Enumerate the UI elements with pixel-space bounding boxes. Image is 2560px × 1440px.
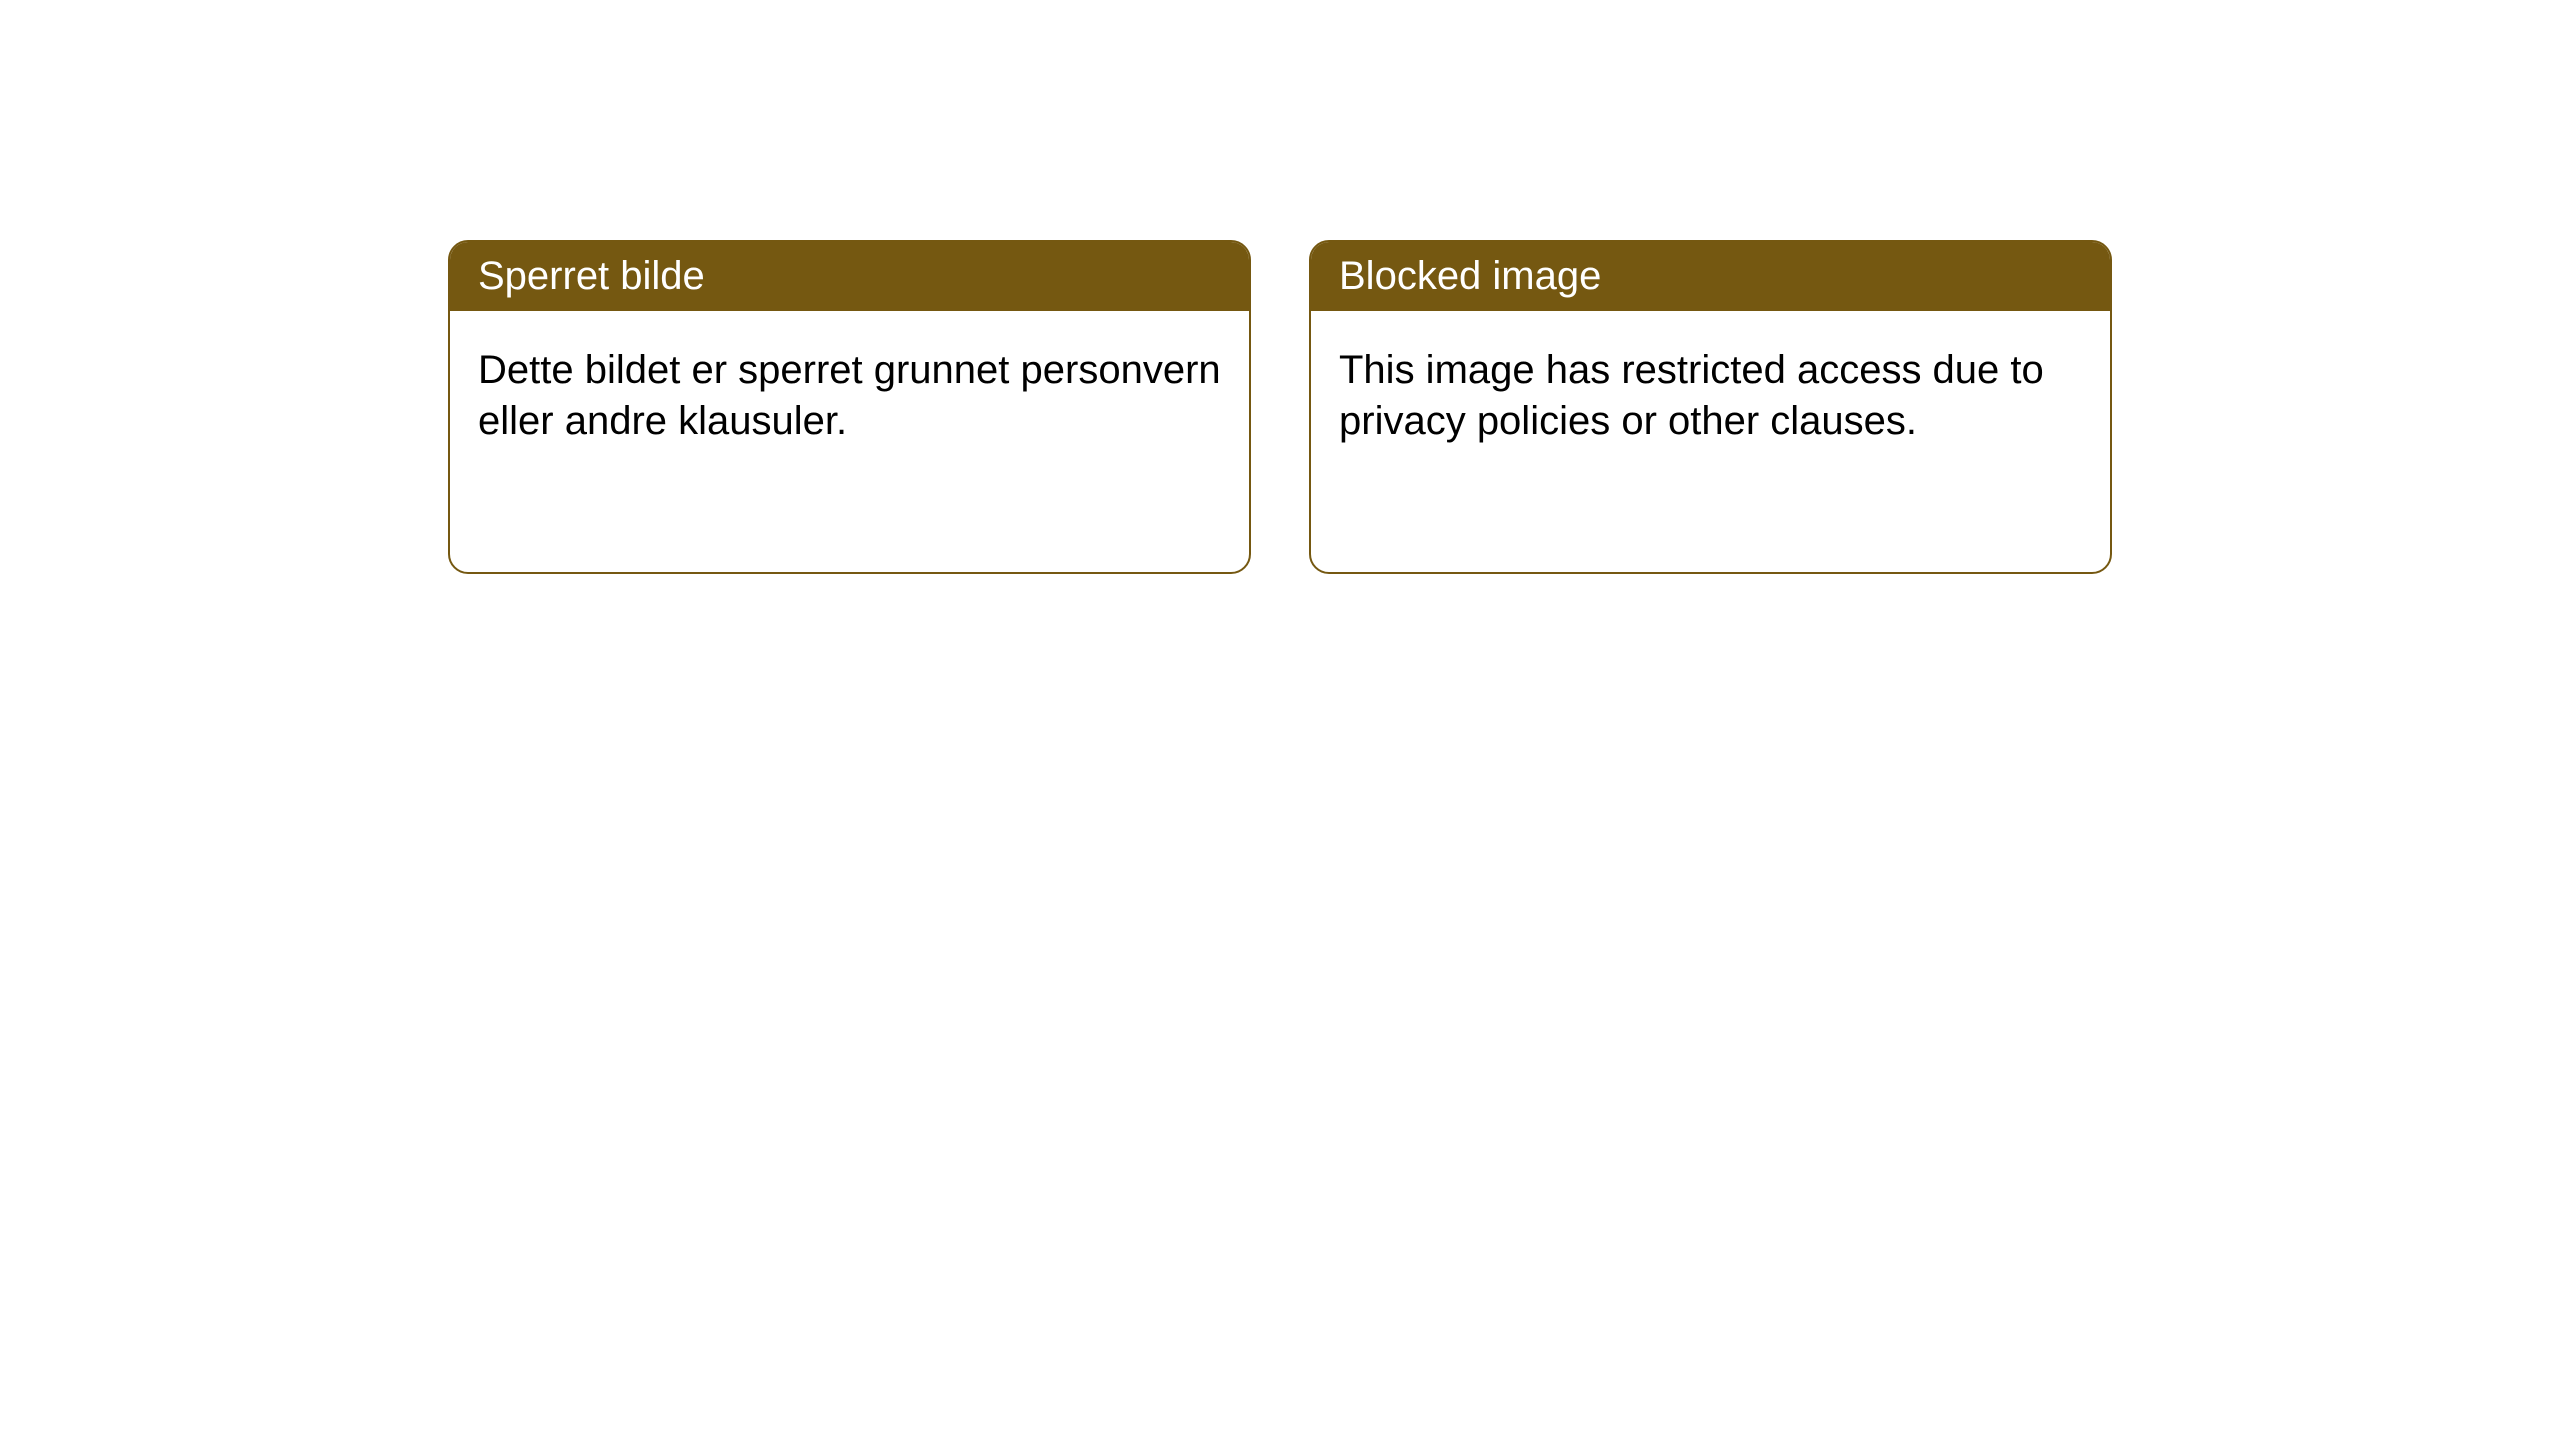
card-title-en: Blocked image: [1339, 254, 1601, 298]
card-body-en: This image has restricted access due to …: [1311, 311, 2110, 481]
blocked-image-card-en: Blocked image This image has restricted …: [1309, 240, 2112, 574]
cards-container: Sperret bilde Dette bildet er sperret gr…: [0, 0, 2560, 574]
card-text-en: This image has restricted access due to …: [1339, 348, 2044, 443]
card-header-en: Blocked image: [1311, 242, 2110, 311]
card-title-no: Sperret bilde: [478, 254, 705, 298]
blocked-image-card-no: Sperret bilde Dette bildet er sperret gr…: [448, 240, 1251, 574]
card-header-no: Sperret bilde: [450, 242, 1249, 311]
card-body-no: Dette bildet er sperret grunnet personve…: [450, 311, 1249, 481]
card-text-no: Dette bildet er sperret grunnet personve…: [478, 348, 1221, 443]
